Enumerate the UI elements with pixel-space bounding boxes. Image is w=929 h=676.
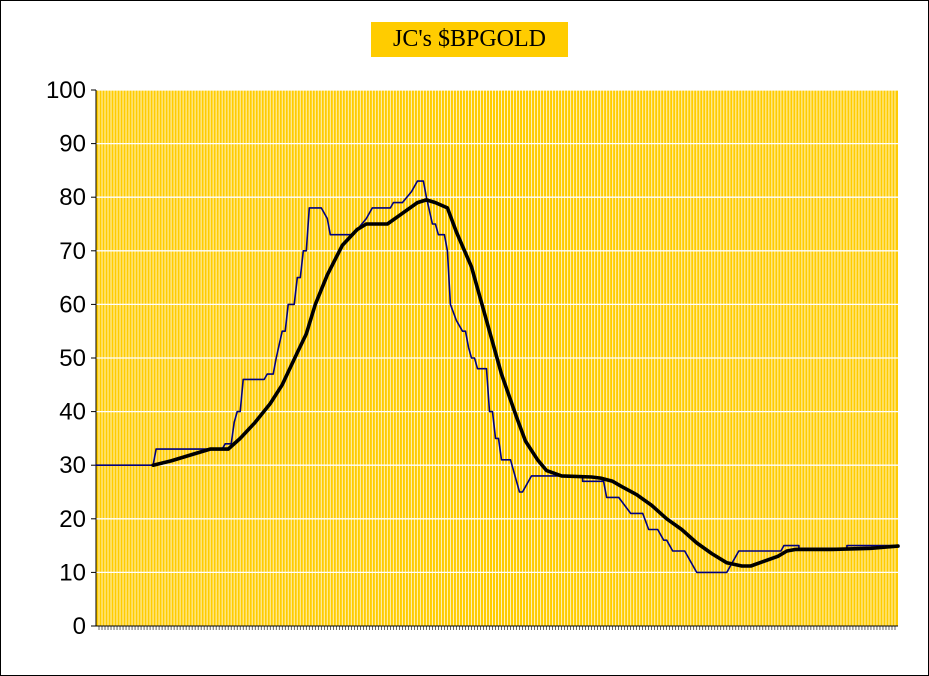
- y-tick-label: 100: [46, 77, 86, 104]
- raw-series-line: [95, 180, 899, 574]
- smoothed-series-line: [151, 198, 900, 568]
- y-tick-label: 10: [59, 559, 86, 586]
- y-tick-label: 30: [59, 452, 86, 479]
- y-tick-label: 90: [59, 131, 86, 158]
- series-group: [95, 180, 900, 574]
- y-tick-label: 20: [59, 506, 86, 533]
- y-tick-label: 70: [59, 238, 86, 265]
- horizontal-gridlines: [96, 89, 898, 574]
- axes: 0 10 20 30 40 50 60 70 80 90 100: [46, 77, 898, 640]
- y-tick-label: 60: [59, 291, 86, 318]
- y-tick-label: 40: [59, 399, 86, 426]
- y-tick-label: 80: [59, 184, 86, 211]
- y-tick-label: 0: [73, 613, 86, 640]
- y-tick-label: 50: [59, 345, 86, 372]
- chart-title: JC's $BPGOLD: [371, 22, 568, 57]
